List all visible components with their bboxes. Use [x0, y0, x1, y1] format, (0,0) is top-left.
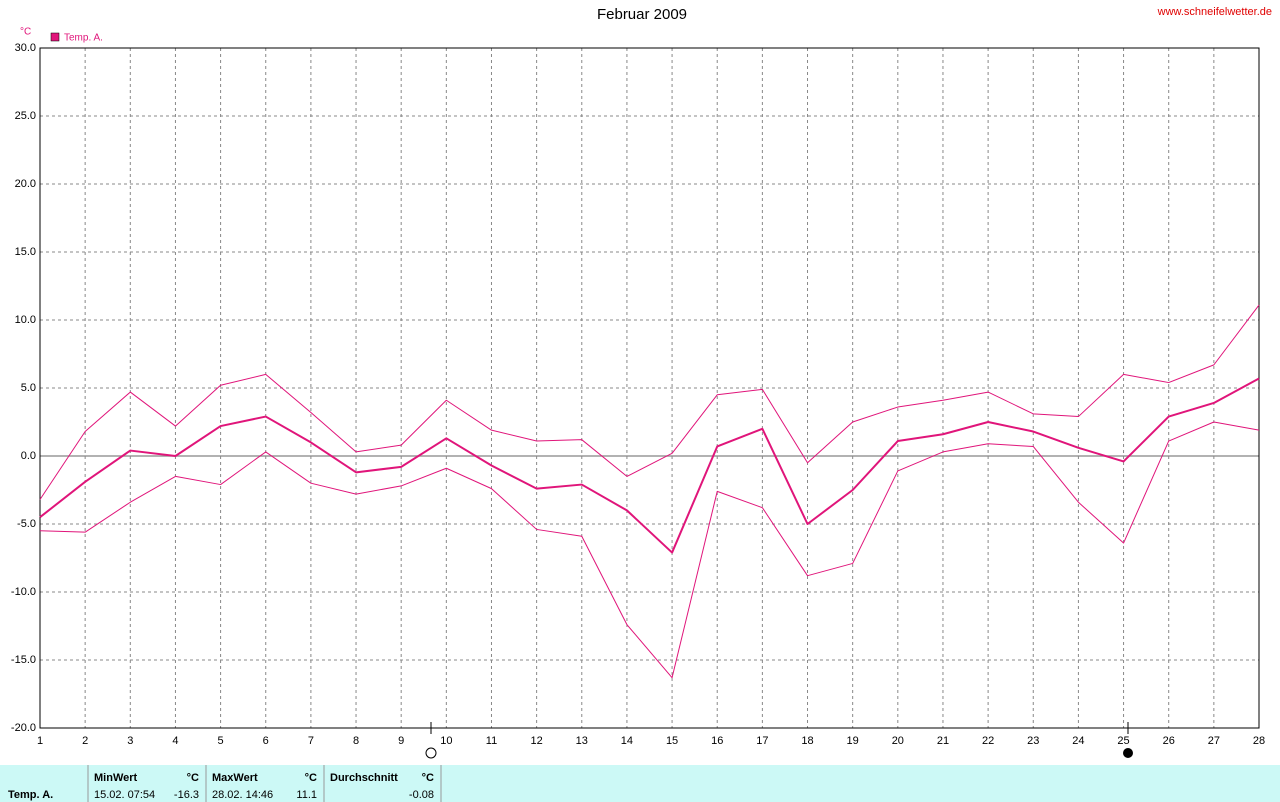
y-tick-label: 25.0 — [15, 110, 36, 122]
summary-value: 11.1 — [296, 789, 317, 801]
y-tick-label: 15.0 — [15, 246, 36, 258]
legend-label: Temp. A. — [64, 33, 103, 44]
x-tick-label: 8 — [353, 735, 359, 747]
x-tick-label: 24 — [1072, 735, 1084, 747]
summary-label: Temp. A. — [8, 789, 53, 801]
x-tick-label: 7 — [308, 735, 314, 747]
x-tick-label: 22 — [982, 735, 994, 747]
x-tick-label: 21 — [937, 735, 949, 747]
x-tick-label: 25 — [1117, 735, 1129, 747]
y-tick-label: 10.0 — [15, 314, 36, 326]
summary-header: MaxWert — [212, 772, 258, 784]
x-tick-label: 20 — [892, 735, 904, 747]
summary-header: MinWert — [94, 772, 138, 784]
x-tick-label: 1 — [37, 735, 43, 747]
x-tick-label: 9 — [398, 735, 404, 747]
x-tick-label: 16 — [711, 735, 723, 747]
x-tick-label: 17 — [756, 735, 768, 747]
summary-value: -16.3 — [174, 789, 199, 801]
summary-unit: °C — [305, 772, 317, 784]
y-unit: °C — [20, 27, 31, 38]
plot-frame — [39, 47, 1260, 729]
line — [39, 421, 1260, 679]
x-tick-label: 18 — [801, 735, 813, 747]
x-tick-label: 23 — [1027, 735, 1039, 747]
y-tick-label: 0.0 — [21, 450, 36, 462]
source: www.schneifelwetter.de — [1157, 6, 1272, 18]
y-tick-label: -15.0 — [11, 654, 36, 666]
y-tick-label: -10.0 — [11, 586, 36, 598]
x-tick-label: 10 — [440, 735, 452, 747]
y-tick-label: 5.0 — [21, 382, 36, 394]
summary-dividers — [87, 765, 442, 802]
x-tick-label: 6 — [263, 735, 269, 747]
x-tick-label: 5 — [218, 735, 224, 747]
x-tick-label: 19 — [847, 735, 859, 747]
summary-header: Durchschnitt — [330, 772, 398, 784]
x-tick-label: 2 — [82, 735, 88, 747]
y-tick-label: -20.0 — [11, 722, 36, 734]
x-tick-label: 28 — [1253, 735, 1265, 747]
full-moon-icon — [425, 747, 437, 759]
x-tick-label: 26 — [1163, 735, 1175, 747]
summary-unit: °C — [187, 772, 199, 784]
y-tick-label: -5.0 — [17, 518, 36, 530]
legend-swatch — [50, 32, 60, 42]
x-tick-label: 14 — [621, 735, 633, 747]
x-tick-label: 4 — [172, 735, 178, 747]
line — [39, 304, 1260, 500]
x-tick-label: 27 — [1208, 735, 1220, 747]
x-tick-label: 13 — [576, 735, 588, 747]
chart-title: Februar 2009 — [597, 6, 687, 23]
summary-panel — [0, 765, 1280, 802]
y-tick-label: 20.0 — [15, 178, 36, 190]
summary-unit: °C — [422, 772, 434, 784]
y-tick-label: 30.0 — [15, 42, 36, 54]
summary-time: 15.02. 07:54 — [94, 789, 155, 801]
new-moon-icon — [1123, 748, 1133, 758]
summary-value: -0.08 — [409, 789, 434, 801]
x-tick-label: 15 — [666, 735, 678, 747]
x-tick-label: 11 — [486, 735, 497, 747]
summary-time: 28.02. 14:46 — [212, 789, 273, 801]
line — [39, 377, 1260, 554]
x-tick-label: 12 — [531, 735, 543, 747]
x-tick-label: 3 — [127, 735, 133, 747]
